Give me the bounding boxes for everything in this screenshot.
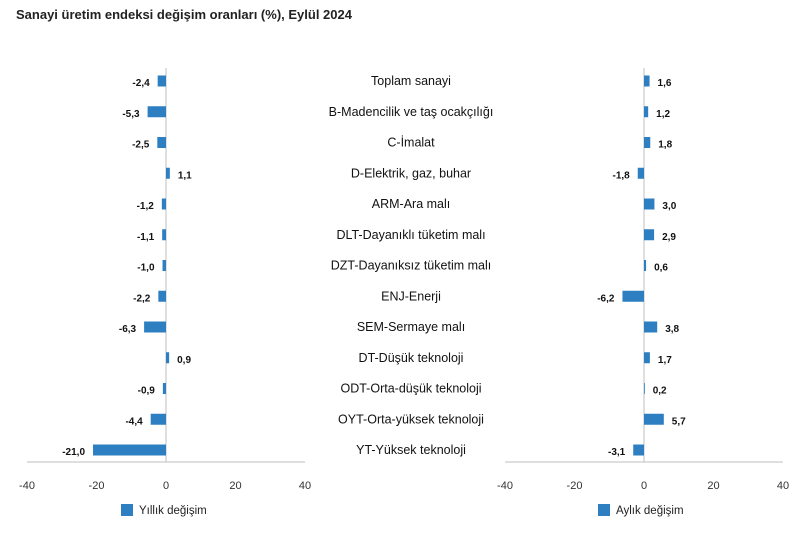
chart-title: Sanayi üretim endeksi değişim oranları (…	[16, 7, 352, 22]
legend-label: Aylık değişim	[616, 505, 684, 517]
yearly-bar	[158, 290, 166, 302]
category-label: DT-Düşük teknoloji	[359, 351, 464, 365]
monthly-value-label: -3,1	[608, 447, 626, 458]
monthly-bar	[637, 167, 644, 179]
x-tick-label: -40	[19, 480, 35, 492]
yearly-change-chart: -40 -20 0 20 40 -2,4 -5,3 -2,5 1,1 -1,2 -1,1 -1,0 -2…	[19, 68, 311, 517]
monthly-value-label: 1,7	[658, 355, 672, 366]
monthly-value-label: -6,2	[597, 293, 615, 304]
x-tick-label: 0	[163, 480, 169, 492]
monthly-value-label: 0,2	[653, 386, 667, 397]
yearly-bar	[147, 106, 166, 118]
yearly-value-label: -5,3	[122, 109, 140, 120]
category-label: OYT-Orta-yüksek teknoloji	[338, 412, 484, 426]
category-label: SEM-Sermaye malı	[357, 320, 465, 334]
monthly-bar	[644, 321, 658, 333]
yearly-bar	[157, 75, 166, 87]
category-label: DLT-Dayanıklı tüketim malı	[336, 228, 485, 242]
category-label: B-Madencilik ve taş ocakçılığı	[329, 105, 494, 119]
monthly-bar	[644, 413, 664, 425]
monthly-value-label: 1,8	[658, 140, 672, 151]
yearly-value-label: -1,2	[137, 201, 155, 212]
legend-label: Yıllık değişim	[139, 505, 207, 517]
monthly-bar	[644, 352, 650, 364]
legend-swatch	[598, 504, 610, 516]
yearly-bar	[157, 137, 166, 148]
yearly-bar	[162, 383, 166, 394]
yearly-value-label: -1,1	[137, 232, 155, 243]
x-tick-label: -20	[567, 480, 583, 492]
yearly-value-label: -6,3	[119, 324, 137, 335]
category-label: YT-Yüksek teknoloji	[356, 443, 466, 457]
monthly-bar	[644, 137, 651, 148]
x-tick-label: 0	[641, 480, 647, 492]
monthly-value-label: 1,6	[658, 78, 672, 89]
yearly-value-label: -2,2	[133, 293, 151, 304]
monthly-bar	[644, 260, 647, 271]
monthly-bar	[644, 229, 655, 241]
monthly-value-label: 3,8	[665, 324, 679, 335]
yearly-bar	[93, 444, 166, 456]
monthly-value-label: -1,8	[613, 170, 631, 181]
yearly-bar	[166, 167, 170, 179]
category-label: C-İmalat	[387, 136, 435, 150]
x-tick-label: 40	[777, 480, 789, 492]
monthly-change-chart: -40 -20 0 20 40 1,6 1,2 1,8 -1,8 3,0 2,9 0,6 -6,2 3,8…	[497, 68, 789, 517]
yearly-bar	[166, 352, 170, 364]
x-tick-label: 40	[299, 480, 311, 492]
x-tick-label: 20	[229, 480, 241, 492]
yearly-bar	[144, 321, 166, 333]
category-labels: Toplam sanayi B-Madencilik ve taş ocakçıl…	[329, 74, 494, 457]
monthly-bar	[633, 444, 644, 456]
category-label: DZT-Dayanıksız tüketim malı	[331, 259, 491, 273]
monthly-bar	[644, 106, 649, 118]
yearly-value-label: -0,9	[138, 386, 156, 397]
monthly-value-label: 3,0	[662, 201, 676, 212]
monthly-bar	[644, 383, 645, 394]
yearly-value-label: 0,9	[177, 355, 191, 366]
monthly-value-label: 1,2	[656, 109, 670, 120]
yearly-value-label: -21,0	[62, 447, 85, 458]
monthly-bar	[644, 75, 650, 87]
yearly-bar	[162, 260, 166, 271]
x-tick-label: 20	[707, 480, 719, 492]
monthly-bar	[622, 290, 644, 302]
yearly-value-label: 1,1	[178, 170, 192, 181]
monthly-value-label: 2,9	[662, 232, 676, 243]
legend-swatch	[121, 504, 133, 516]
x-tick-label: -20	[89, 480, 105, 492]
yearly-bar	[161, 198, 166, 210]
yearly-value-label: -1,0	[137, 263, 155, 274]
category-label: ODT-Orta-düşük teknoloji	[340, 382, 481, 396]
category-label: ENJ-Enerji	[381, 289, 441, 303]
yearly-value-label: -2,4	[132, 78, 150, 89]
category-label: ARM-Ara malı	[372, 197, 450, 211]
yearly-value-label: -4,4	[125, 416, 143, 427]
category-label: D-Elektrik, gaz, buhar	[351, 166, 471, 180]
monthly-value-label: 5,7	[672, 416, 686, 427]
yearly-value-label: -2,5	[132, 140, 150, 151]
yearly-bar	[162, 229, 166, 241]
x-tick-label: -40	[497, 480, 513, 492]
monthly-value-label: 0,6	[654, 263, 668, 274]
category-label: Toplam sanayi	[371, 74, 451, 88]
monthly-bar	[644, 198, 655, 210]
yearly-bar	[150, 413, 166, 425]
